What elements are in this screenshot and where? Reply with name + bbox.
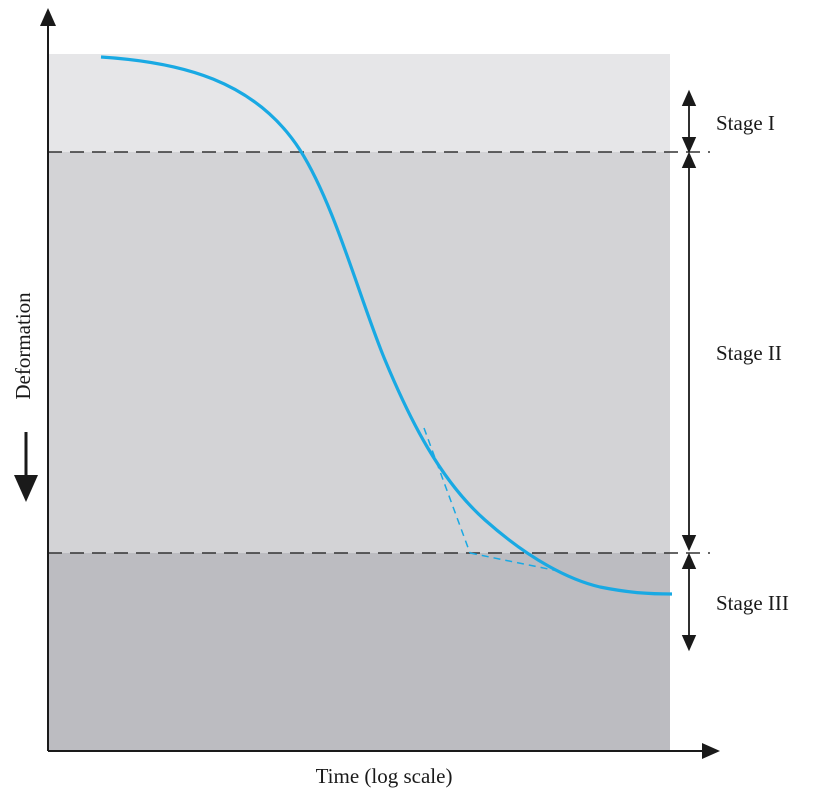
tangent-line [423, 427, 471, 554]
stage-3-band [48, 553, 670, 751]
deformation-curve [100, 55, 673, 596]
asymptote-line [469, 552, 564, 573]
stage-2-label: Stage II [716, 341, 782, 365]
stage-2-band [48, 152, 670, 553]
stage-1-label: Stage I [716, 111, 775, 135]
y-axis-label: Deformation [11, 292, 35, 400]
stage-3-label: Stage III [716, 591, 789, 615]
x-axis-label: Time (log scale) [316, 764, 453, 788]
stage-1-band [48, 54, 670, 152]
